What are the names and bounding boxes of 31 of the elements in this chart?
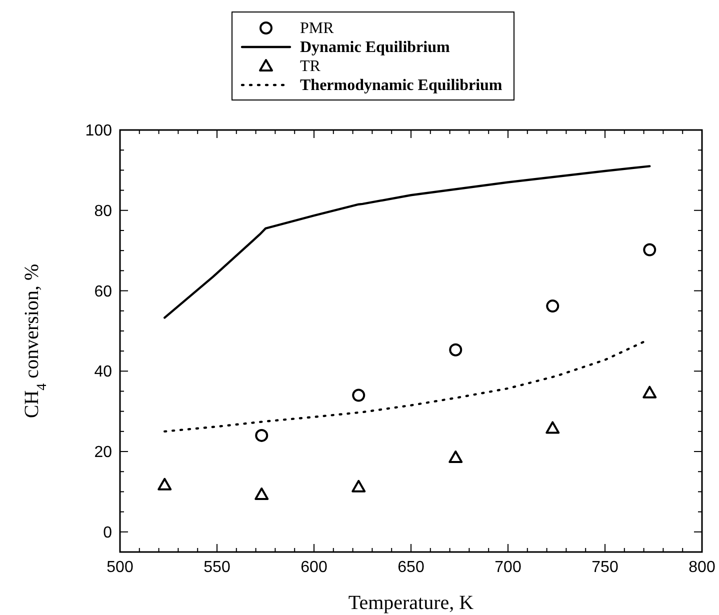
legend-label: Thermodynamic Equilibrium	[300, 77, 503, 94]
point	[642, 386, 657, 398]
x-axis-title: Temperature, K	[348, 592, 474, 614]
point	[352, 388, 366, 402]
x-tick-label: 600	[300, 559, 328, 576]
y-tick-label: 60	[94, 283, 112, 300]
point	[254, 488, 269, 500]
point	[449, 343, 462, 356]
x-tick-label: 700	[494, 559, 522, 576]
point	[546, 300, 560, 313]
x-tick-label: 650	[398, 559, 424, 576]
point	[643, 243, 656, 256]
x-tick-label: 800	[688, 559, 716, 576]
point	[255, 428, 268, 442]
legend-label: PMR	[300, 20, 334, 37]
point	[158, 478, 172, 490]
line-series	[164, 340, 645, 433]
y-tick-label: 80	[94, 202, 112, 220]
y-tick-label: 40	[94, 364, 112, 381]
y-tick-label: 100	[85, 122, 112, 140]
point	[448, 450, 463, 464]
y-tick-label: 20	[94, 444, 112, 462]
point	[352, 480, 366, 492]
x-tick-label: 500	[106, 559, 134, 576]
legend-label: Dynamic Equilibrium	[300, 39, 450, 56]
x-tick-label: 550	[204, 559, 230, 576]
line-series	[164, 165, 651, 319]
y-tick-label: 0	[103, 524, 112, 542]
x-tick-label: 750	[592, 559, 618, 576]
legend-label: TR	[300, 58, 321, 75]
point	[546, 421, 560, 434]
